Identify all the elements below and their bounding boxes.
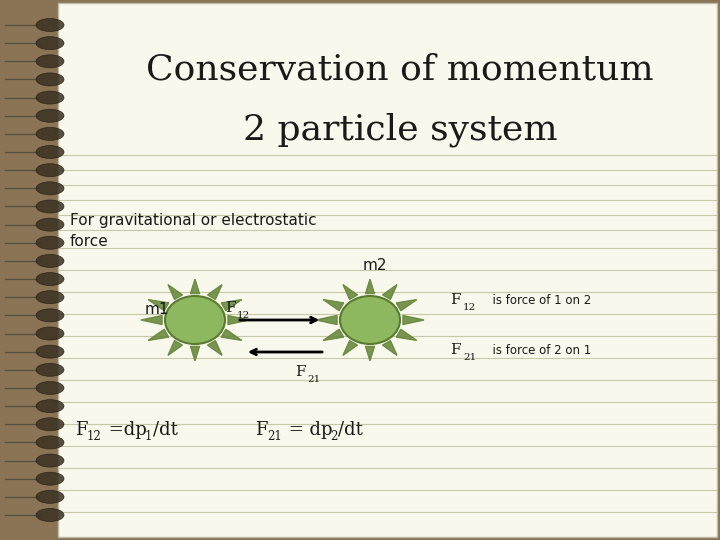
Text: 2 particle system: 2 particle system <box>243 113 557 147</box>
Text: F: F <box>450 343 461 357</box>
Polygon shape <box>168 341 182 355</box>
Text: /dt: /dt <box>153 421 178 439</box>
Ellipse shape <box>36 91 64 104</box>
Text: F: F <box>255 421 268 439</box>
Polygon shape <box>148 329 168 340</box>
Text: = dp: = dp <box>283 421 333 439</box>
Polygon shape <box>141 315 162 325</box>
Ellipse shape <box>36 127 64 140</box>
Ellipse shape <box>36 254 64 267</box>
Ellipse shape <box>36 472 64 485</box>
Text: 2: 2 <box>330 430 338 443</box>
Polygon shape <box>221 329 242 340</box>
Polygon shape <box>343 285 357 299</box>
Ellipse shape <box>36 327 64 340</box>
Ellipse shape <box>36 345 64 358</box>
Polygon shape <box>382 341 397 355</box>
Text: m1: m1 <box>145 302 169 318</box>
Ellipse shape <box>36 218 64 231</box>
Text: 12: 12 <box>463 303 476 313</box>
Polygon shape <box>396 329 417 340</box>
Text: F: F <box>450 293 461 307</box>
Polygon shape <box>403 315 424 325</box>
Ellipse shape <box>36 454 64 467</box>
Ellipse shape <box>165 296 225 344</box>
Polygon shape <box>228 315 249 325</box>
Text: force: force <box>70 234 109 249</box>
Ellipse shape <box>36 400 64 413</box>
Text: 21: 21 <box>307 375 320 383</box>
Ellipse shape <box>36 18 64 31</box>
Polygon shape <box>316 315 337 325</box>
Polygon shape <box>366 346 374 361</box>
Polygon shape <box>207 341 222 355</box>
Ellipse shape <box>36 363 64 376</box>
Text: Conservation of momentum: Conservation of momentum <box>146 53 654 87</box>
Ellipse shape <box>36 309 64 322</box>
Ellipse shape <box>36 291 64 303</box>
Ellipse shape <box>36 146 64 159</box>
FancyBboxPatch shape <box>58 3 717 537</box>
Polygon shape <box>168 285 182 299</box>
Polygon shape <box>396 300 417 310</box>
Text: 21: 21 <box>463 354 476 362</box>
Text: is force of 1 on 2: is force of 1 on 2 <box>485 294 591 307</box>
Text: 1: 1 <box>145 430 153 443</box>
Text: m2: m2 <box>363 258 387 273</box>
Ellipse shape <box>36 109 64 122</box>
Text: F: F <box>75 421 88 439</box>
Polygon shape <box>148 300 168 310</box>
Ellipse shape <box>36 237 64 249</box>
Ellipse shape <box>36 73 64 86</box>
Ellipse shape <box>340 296 400 344</box>
Ellipse shape <box>36 37 64 50</box>
Text: =dp: =dp <box>103 421 147 439</box>
Text: 12: 12 <box>237 310 251 320</box>
Text: /dt: /dt <box>338 421 363 439</box>
Text: is force of 2 on 1: is force of 2 on 1 <box>485 343 591 356</box>
Ellipse shape <box>36 55 64 68</box>
Text: 12: 12 <box>87 430 102 443</box>
Polygon shape <box>323 300 343 310</box>
Polygon shape <box>207 285 222 299</box>
Ellipse shape <box>36 200 64 213</box>
Polygon shape <box>382 285 397 299</box>
Text: For gravitational or electrostatic: For gravitational or electrostatic <box>70 213 317 227</box>
Ellipse shape <box>36 418 64 431</box>
Text: F: F <box>295 365 305 379</box>
Polygon shape <box>343 341 357 355</box>
Polygon shape <box>221 300 242 310</box>
Ellipse shape <box>36 164 64 177</box>
Polygon shape <box>366 279 374 294</box>
Polygon shape <box>323 329 343 340</box>
Text: F: F <box>225 301 235 315</box>
Ellipse shape <box>36 182 64 195</box>
Polygon shape <box>191 279 199 294</box>
Ellipse shape <box>36 490 64 503</box>
Ellipse shape <box>36 273 64 286</box>
Text: 21: 21 <box>267 430 282 443</box>
Ellipse shape <box>36 436 64 449</box>
Ellipse shape <box>36 381 64 394</box>
Ellipse shape <box>36 509 64 522</box>
Polygon shape <box>191 346 199 361</box>
